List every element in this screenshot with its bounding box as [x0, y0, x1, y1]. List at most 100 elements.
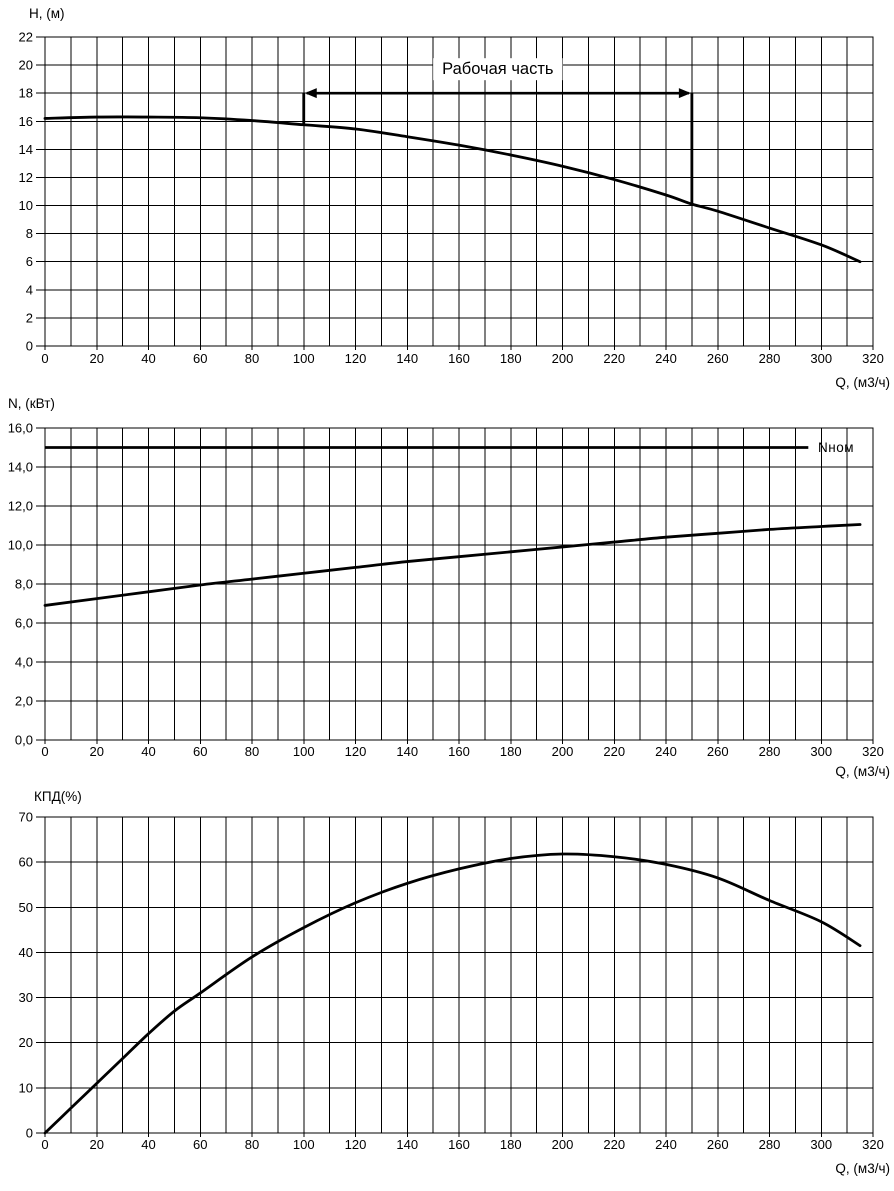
chart-head-curve: 0 20 40 60 80 100 120 140 160 180 200 220 240 260 280 3… [19, 6, 890, 390]
x-tick-label: 20 [90, 1137, 104, 1152]
x-tick-label: 240 [655, 744, 677, 759]
x-axis-title-head-curve: Q, (м3/ч) [835, 375, 890, 390]
x-tick-label: 260 [707, 351, 729, 366]
arrow-head-left-icon [304, 88, 317, 99]
x-tick-label: 100 [293, 1137, 315, 1152]
y-tick-label: 20 [19, 1035, 33, 1050]
y-tick-label: 4,0 [15, 655, 33, 670]
x-tick-label: 200 [552, 1137, 574, 1152]
y-tick-label: 2,0 [15, 694, 33, 709]
y-tick-label: 6,0 [15, 616, 33, 631]
x-tick-label: 220 [603, 744, 625, 759]
x-tick-label: 180 [500, 351, 522, 366]
curve-power-curve [43, 523, 862, 607]
x-tick-label: 240 [655, 351, 677, 366]
y-tick-label: 14,0 [8, 460, 33, 475]
x-tick-label: 40 [141, 1137, 155, 1152]
x-tick-label: 180 [500, 744, 522, 759]
y-tick-label: 4 [26, 282, 33, 297]
tick-labels-head-curve: 0 20 40 60 80 100 120 140 160 180 200 220 240 260 280 3… [19, 30, 884, 367]
x-tick-label: 260 [707, 1137, 729, 1152]
y-tick-label: 70 [19, 810, 33, 825]
x-tick-label: 120 [345, 744, 367, 759]
x-tick-label: 120 [345, 351, 367, 366]
y-tick-label: 0 [26, 339, 33, 354]
y-tick-label: 20 [19, 58, 33, 73]
x-tick-label: 160 [448, 744, 470, 759]
x-tick-label: 0 [41, 351, 48, 366]
working-range-label: Рабочая часть [442, 60, 553, 78]
x-tick-label: 100 [293, 744, 315, 759]
x-tick-label: 240 [655, 1137, 677, 1152]
x-tick-label: 300 [810, 351, 832, 366]
y-tick-label: 22 [19, 30, 33, 45]
y-tick-label: 60 [19, 855, 33, 870]
tick-labels-power-curve: 0 20 40 60 80 100 120 140 160 180 200 220 240 260 280 3… [8, 421, 884, 760]
curve-efficiency-curve [43, 852, 862, 1135]
x-tick-label: 280 [759, 1137, 781, 1152]
x-tick-label: 140 [396, 744, 418, 759]
chart-power-curve: 0 20 40 60 80 100 120 140 160 180 200 220 240 260 280 3… [8, 396, 890, 779]
x-tick-label: 260 [707, 744, 729, 759]
arrow-head-right-icon [678, 88, 691, 99]
y-tick-label: 10 [19, 1080, 33, 1095]
x-tick-label: 280 [759, 351, 781, 366]
x-tick-label: 320 [862, 351, 884, 366]
grid-efficiency-curve [44, 816, 874, 1134]
x-tick-label: 60 [193, 744, 207, 759]
x-tick-label: 160 [448, 1137, 470, 1152]
y-tick-label: 2 [26, 310, 33, 325]
x-axis-title-power-curve: Q, (м3/ч) [835, 764, 890, 779]
y-tick-label: 8,0 [15, 577, 33, 592]
y-tick-label: 16,0 [8, 421, 33, 436]
y-tick-label: 0 [26, 1126, 33, 1141]
ref-line-label: Nном [818, 440, 854, 455]
x-tick-label: 20 [90, 351, 104, 366]
y-tick-label: 10,0 [8, 538, 33, 553]
y-tick-label: 16 [19, 114, 33, 129]
curve-head-curve [43, 115, 862, 264]
x-tick-label: 0 [41, 1137, 48, 1152]
x-axis-title-efficiency-curve: Q, (м3/ч) [835, 1161, 890, 1176]
y-tick-label: 30 [19, 990, 33, 1005]
x-tick-label: 160 [448, 351, 470, 366]
ticks-efficiency-curve [36, 816, 874, 1137]
y-tick-label: 18 [19, 86, 33, 101]
x-tick-label: 80 [245, 351, 259, 366]
x-tick-label: 0 [41, 744, 48, 759]
grid-head-curve [44, 36, 874, 347]
x-tick-label: 280 [759, 744, 781, 759]
x-tick-label: 60 [193, 351, 207, 366]
x-tick-label: 200 [552, 351, 574, 366]
x-tick-label: 220 [603, 351, 625, 366]
y-axis-title-power-curve: N, (кВт) [8, 396, 55, 411]
x-tick-label: 320 [862, 1137, 884, 1152]
x-tick-label: 320 [862, 744, 884, 759]
grid-power-curve [44, 427, 874, 741]
x-tick-label: 140 [396, 351, 418, 366]
y-tick-label: 6 [26, 254, 33, 269]
y-tick-label: 0,0 [15, 733, 33, 748]
ticks-power-curve [36, 427, 874, 744]
x-tick-label: 100 [293, 351, 315, 366]
x-tick-label: 140 [396, 1137, 418, 1152]
y-tick-label: 12,0 [8, 499, 33, 514]
x-tick-label: 120 [345, 1137, 367, 1152]
y-tick-label: 40 [19, 945, 33, 960]
working-range-annotation: Рабочая часть [302, 58, 694, 206]
y-axis-title-head-curve: H, (м) [29, 6, 65, 21]
working-range-label-bg [433, 58, 563, 81]
x-tick-label: 80 [245, 744, 259, 759]
y-axis-title-efficiency-curve: КПД(%) [34, 789, 82, 804]
x-tick-label: 20 [90, 744, 104, 759]
x-tick-label: 60 [193, 1137, 207, 1152]
tick-labels-efficiency-curve: 0 20 40 60 80 100 120 140 160 180 200 220 240 260 280 3… [19, 810, 884, 1153]
x-tick-label: 300 [810, 1137, 832, 1152]
y-tick-label: 50 [19, 900, 33, 915]
x-tick-label: 180 [500, 1137, 522, 1152]
chart-efficiency-curve: 0 20 40 60 80 100 120 140 160 180 200 220 240 260 280 3… [19, 789, 890, 1176]
x-tick-label: 40 [141, 744, 155, 759]
ticks-head-curve [36, 36, 874, 350]
